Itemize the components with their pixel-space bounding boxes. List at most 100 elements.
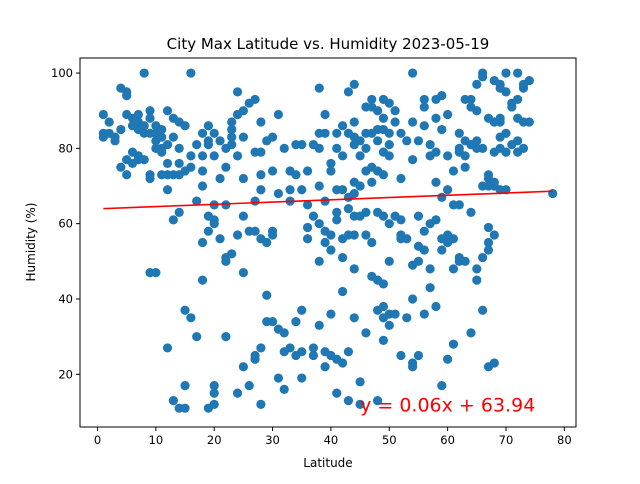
data-point [162,140,173,150]
data-point [513,94,523,105]
data-point [378,279,389,289]
data-point [139,68,149,78]
data-point [396,215,406,225]
data-point [349,79,359,89]
data-point [227,124,237,135]
data-point [139,155,149,165]
data-point [221,256,231,266]
data-point [221,162,231,172]
data-point [384,151,394,161]
data-point [384,128,394,138]
data-point [297,373,307,383]
data-point [349,188,359,199]
data-point [478,305,488,315]
data-point [232,230,243,240]
data-point [343,204,354,214]
data-point [197,181,208,191]
data-point [419,245,429,255]
data-point [425,283,435,293]
data-point [162,158,173,169]
data-point [355,136,365,146]
data-point [209,388,219,398]
data-point [378,301,389,312]
data-point [402,136,412,146]
data-point [431,301,441,312]
data-point [133,109,143,120]
data-point [197,237,208,248]
data-point [443,354,453,364]
data-point [308,343,319,353]
x-tick-label: 60 [440,433,455,447]
data-point [209,399,219,410]
data-point [337,358,348,368]
data-point [302,234,313,244]
data-point [408,294,418,304]
data-point [256,399,266,410]
data-point [186,313,196,323]
data-point [443,151,453,161]
data-point [256,170,266,180]
data-point [513,136,523,146]
data-point [466,328,476,338]
data-point [413,211,424,221]
x-tick-label: 10 [149,433,164,447]
data-point [408,117,418,127]
data-point [291,170,301,180]
data-point [373,396,383,406]
data-point [320,128,330,138]
data-point [437,124,447,135]
data-point [384,140,394,150]
data-point [314,143,324,153]
data-point [483,237,494,248]
data-point [186,162,196,172]
data-point [320,196,330,206]
data-point [139,121,149,131]
data-point [390,309,400,319]
data-point [186,68,196,78]
data-point [267,230,278,240]
data-point [495,117,505,127]
regression-line [103,190,553,210]
data-point [221,200,231,210]
data-point [489,230,499,240]
data-point [157,124,167,135]
data-point [460,256,470,266]
data-point [227,249,237,259]
y-ticks: 20 40 60 80 100 [51,66,80,381]
data-point [466,207,476,217]
data-point [378,113,389,123]
data-point [355,377,365,387]
data-point [431,147,441,157]
x-tick-label: 30 [265,433,280,447]
data-point [314,256,324,266]
data-point [197,128,208,138]
data-point [518,143,529,153]
data-point [337,151,348,161]
data-point [192,196,202,206]
data-point [448,339,459,349]
data-point [355,181,365,191]
data-point [221,332,231,342]
data-point [238,173,248,184]
data-point [472,275,482,285]
data-point [337,286,348,297]
data-point [320,109,330,120]
data-point [361,207,371,217]
data-point [326,158,336,169]
data-point [489,358,499,368]
data-point [367,237,377,248]
data-point [437,192,447,202]
data-point [162,185,173,195]
data-point [326,309,336,319]
data-point [390,117,400,127]
data-point [227,117,237,127]
x-tick-label: 80 [557,433,572,447]
data-point [267,166,278,176]
data-point [332,388,342,398]
data-point [203,121,213,131]
data-point [180,403,190,413]
data-point [244,380,254,391]
data-point [192,140,202,150]
data-point [238,362,248,372]
